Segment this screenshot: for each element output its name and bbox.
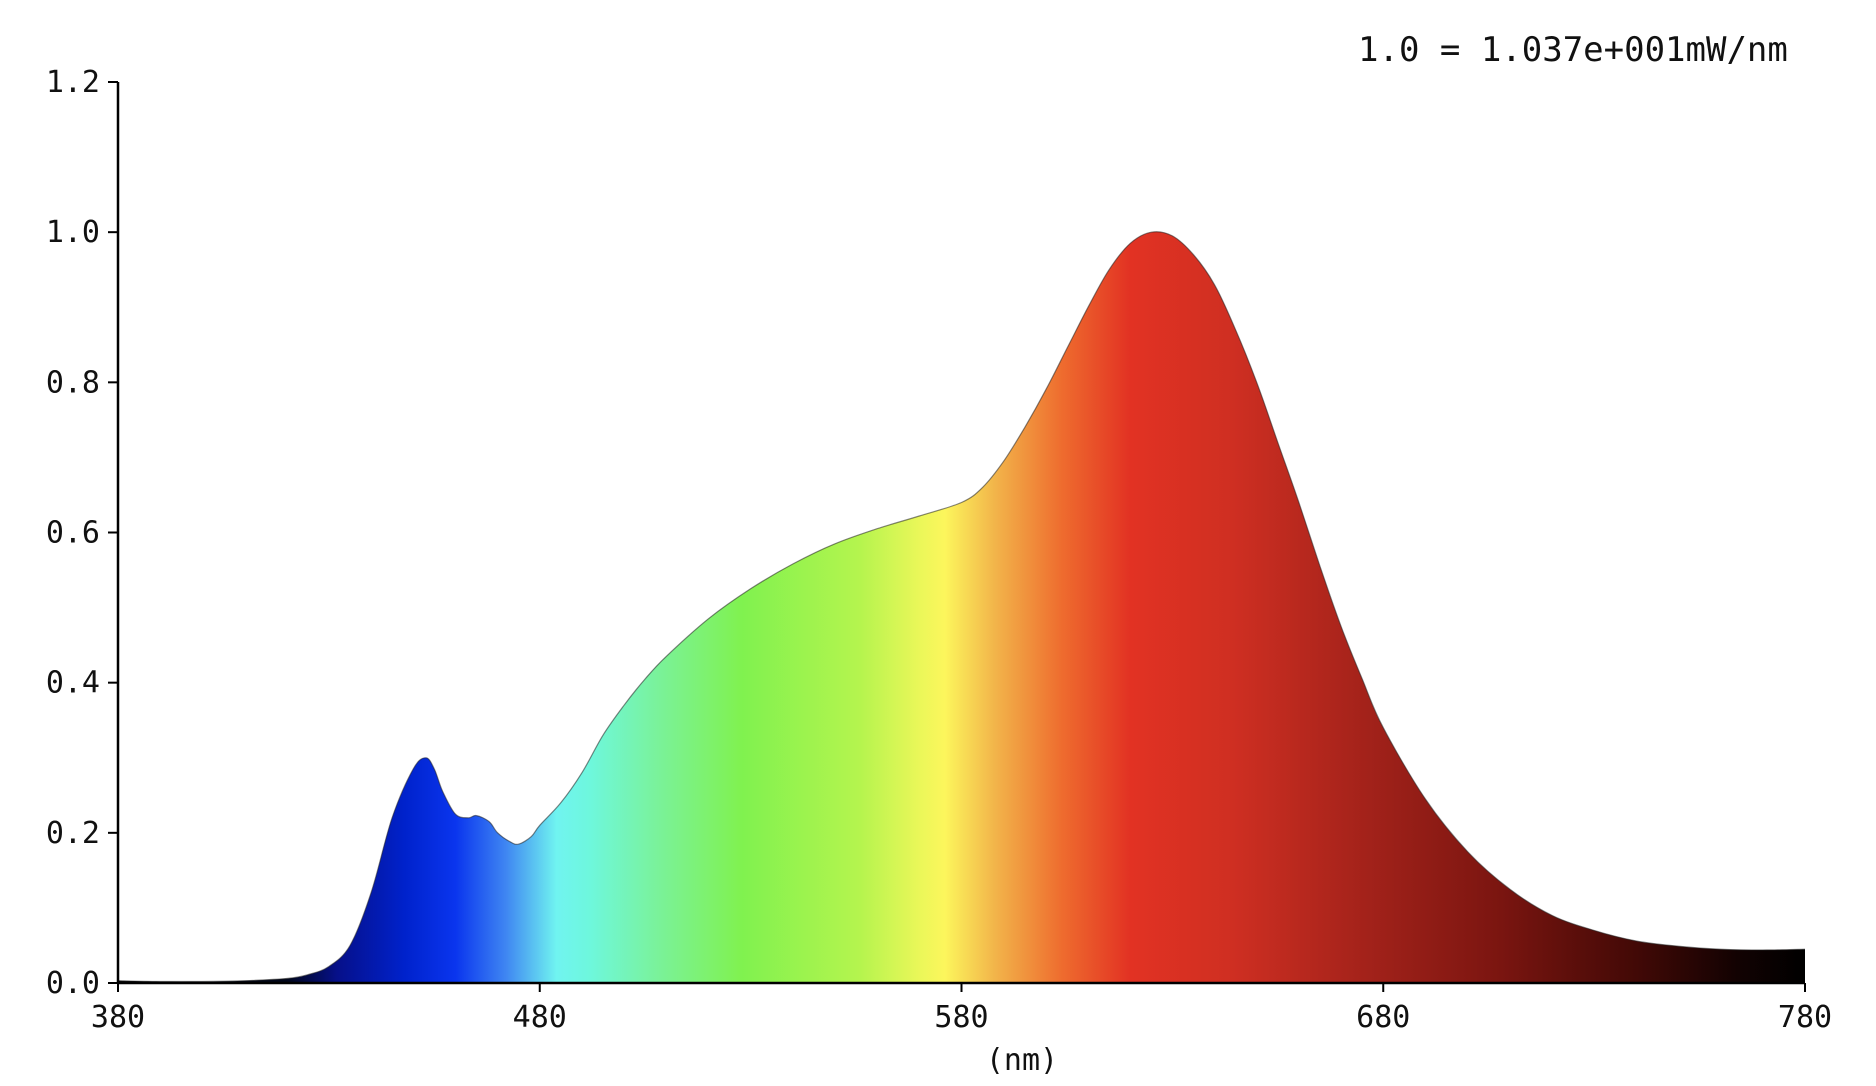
y-tick-label: 1.0: [46, 215, 100, 250]
x-tick-label: 380: [91, 1000, 145, 1035]
x-tick-label: 580: [934, 1000, 988, 1035]
x-tick-label: 680: [1356, 1000, 1410, 1035]
x-axis-label: (nm): [986, 1043, 1058, 1078]
y-axis-ticks: 0.0 0.2 0.4 0.6 0.8 1.0 1.2: [46, 65, 118, 1001]
x-tick-label: 480: [513, 1000, 567, 1035]
y-tick-label: 0.8: [46, 365, 100, 400]
y-tick-label: 0.6: [46, 516, 100, 551]
scale-annotation: 1.0 = 1.037e+001mW/nm: [1358, 30, 1788, 70]
spectrum-area: [118, 231, 1805, 983]
spectrum-outline: [117, 231, 1806, 983]
y-tick-label: 0.4: [46, 666, 100, 701]
x-axis-ticks: 380 480 580 680 780: [91, 983, 1832, 1035]
y-tick-label: 0.0: [46, 966, 100, 1001]
y-tick-label: 1.2: [46, 65, 100, 100]
y-tick-label: 0.2: [46, 816, 100, 851]
x-tick-label: 780: [1778, 1000, 1832, 1035]
